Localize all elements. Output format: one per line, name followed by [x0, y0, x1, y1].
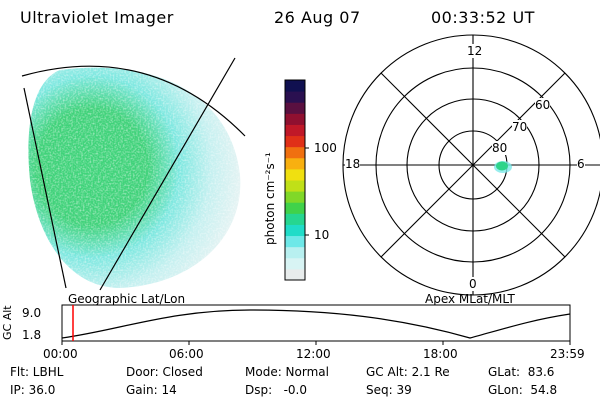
- colorbar-segment: [285, 113, 305, 125]
- colorbar-segment: [285, 268, 305, 281]
- apex-label: Apex MLat/MLT: [425, 292, 515, 306]
- altitude-curve: [61, 309, 571, 339]
- status-gain: Gain: 14: [126, 383, 177, 397]
- orbit-xtick-2359: 23:59: [550, 347, 585, 361]
- colorbar-segment: [285, 246, 305, 259]
- lat-label-80: 80: [492, 141, 508, 155]
- date-label: 26 Aug 07: [274, 8, 361, 27]
- colorbar-segment: [285, 235, 305, 248]
- orbit-ytick-min: 1.8: [22, 328, 42, 342]
- instrument-title: Ultraviolet Imager: [20, 8, 174, 27]
- lat-label-70: 70: [512, 120, 528, 134]
- colorbar-segment: [285, 102, 305, 114]
- colorbar-tick-100: 100: [314, 141, 337, 155]
- colorbar-segment: [285, 157, 305, 170]
- status-dsp: Dsp: -0.0: [245, 383, 308, 397]
- time-label: 00:33:52 UT: [431, 8, 535, 27]
- status-gc-alt: GC Alt: 2.1 Re: [366, 365, 450, 379]
- geographic-label: Geographic Lat/Lon: [68, 292, 186, 306]
- orbit-xtick-1200: 12:00: [296, 347, 331, 361]
- status-glat: GLat: 83.6: [488, 365, 555, 379]
- colorbar-segment: [285, 124, 305, 137]
- colorbar-segment: [285, 168, 305, 181]
- colorbar-segment: [285, 202, 305, 214]
- colorbar-segment: [285, 91, 305, 103]
- colorbar-segment: [285, 135, 305, 148]
- orbit-xtick-1800: 18:00: [423, 347, 458, 361]
- earth-disk-image: [28, 67, 241, 288]
- orbit-ytick-max: 9.0: [22, 306, 42, 320]
- status-seq: Seq: 39: [366, 383, 412, 397]
- orbit-xtick-0000: 00:00: [43, 347, 78, 361]
- geographic-grid-lines: [21, 57, 246, 291]
- mlt-label-0: 0: [469, 277, 477, 291]
- orbit-ylabel: GC Alt: [1, 305, 14, 340]
- colorbar-tick-10: 10: [314, 228, 330, 242]
- mlt-label-6: 6: [577, 157, 585, 171]
- colorbar-segment: [285, 180, 305, 192]
- colorbar-segment: [285, 80, 305, 92]
- colorbar-segment: [285, 257, 305, 270]
- colorbar-segment: [285, 191, 305, 203]
- orbit-xtick-0600: 06:00: [169, 347, 204, 361]
- status-ip: IP: 36.0: [10, 383, 56, 397]
- mlt-label-18: 18: [345, 157, 361, 171]
- colorbar-segment: [285, 213, 305, 225]
- status-mode: Mode: Normal: [245, 365, 329, 379]
- status-glon: GLon: 54.8: [488, 383, 558, 397]
- colorbar-segment: [285, 146, 305, 159]
- status-filter: Flt: LBHL: [10, 365, 64, 379]
- mlt-label-12: 12: [467, 44, 483, 58]
- colorbar-segment: [285, 224, 305, 237]
- auroral-emission-patch: [494, 161, 512, 173]
- lat-label-60: 60: [535, 98, 551, 112]
- status-door: Door: Closed: [126, 365, 203, 379]
- mlt-line-diag-2: [380, 72, 566, 258]
